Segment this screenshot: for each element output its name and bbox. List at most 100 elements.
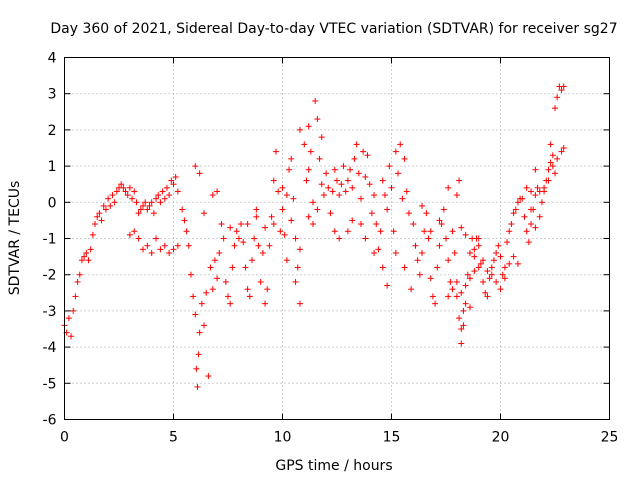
data-point: [288, 217, 295, 224]
data-point: [419, 202, 426, 209]
data-point: [419, 249, 426, 256]
data-point: [251, 235, 258, 242]
data-point: [395, 170, 402, 177]
data-point: [242, 264, 249, 271]
y-tick-label: -4: [43, 340, 57, 356]
data-point: [203, 289, 210, 296]
data-point: [477, 260, 484, 267]
y-axis-label: SDTVAR / TECUs: [7, 181, 23, 296]
y-tick-label: 0: [48, 195, 57, 211]
data-point: [314, 116, 321, 123]
data-point: [240, 239, 247, 246]
data-point: [449, 228, 456, 235]
data-point: [65, 315, 72, 322]
data-point: [405, 210, 412, 217]
data-point: [336, 192, 343, 199]
data-point: [552, 105, 558, 112]
data-point: [78, 257, 85, 264]
data-point: [541, 184, 548, 191]
y-tick-label: 4: [48, 51, 57, 67]
data-point: [453, 293, 460, 300]
data-point: [377, 228, 384, 235]
data-point: [192, 163, 199, 170]
data-point: [296, 300, 303, 307]
data-point: [325, 184, 332, 191]
data-point: [161, 195, 168, 202]
data-point: [277, 228, 284, 235]
data-point: [312, 97, 319, 104]
y-tick-label: -1: [43, 232, 57, 248]
data-point: [480, 278, 487, 285]
data-point: [523, 184, 530, 191]
data-point: [179, 206, 186, 213]
data-point: [124, 192, 131, 199]
data-point: [471, 268, 478, 275]
data-point: [142, 199, 149, 206]
data-point: [74, 278, 81, 285]
data-point: [549, 163, 556, 170]
data-point: [131, 188, 138, 195]
data-point: [362, 173, 369, 180]
data-point: [547, 159, 554, 166]
data-point: [109, 192, 116, 199]
data-point: [379, 264, 386, 271]
data-point: [523, 228, 530, 235]
data-point: [214, 188, 221, 195]
data-point: [504, 239, 511, 246]
data-point: [532, 166, 539, 173]
data-point: [373, 221, 380, 228]
data-point: [166, 192, 173, 199]
data-point: [488, 271, 495, 278]
data-point: [68, 333, 75, 340]
data-point: [227, 224, 234, 231]
data-point: [560, 145, 567, 151]
data-point: [499, 271, 506, 278]
data-point: [538, 199, 545, 206]
data-point: [466, 249, 473, 256]
data-point: [480, 257, 487, 264]
data-point: [316, 155, 323, 162]
data-point: [318, 134, 325, 141]
data-point: [410, 221, 417, 228]
data-point: [510, 210, 517, 217]
data-point: [525, 239, 532, 246]
data-point: [153, 235, 160, 242]
data-point: [144, 242, 151, 249]
data-point: [207, 264, 214, 271]
data-point: [349, 217, 356, 224]
data-point: [279, 184, 286, 191]
data-point: [139, 246, 146, 253]
data-point: [148, 199, 155, 206]
data-point: [131, 228, 138, 235]
data-point: [408, 286, 415, 293]
data-point: [216, 249, 223, 256]
data-point: [286, 166, 293, 173]
data-point: [310, 221, 317, 228]
data-point: [83, 249, 90, 256]
data-point: [403, 188, 410, 195]
y-tick-label: -5: [43, 376, 57, 392]
data-point: [118, 181, 125, 188]
data-point: [460, 307, 467, 314]
data-point: [501, 275, 508, 282]
data-point: [327, 210, 334, 217]
data-point: [368, 210, 375, 217]
data-point: [183, 228, 190, 235]
data-point: [227, 300, 234, 307]
y-tick-label: -2: [43, 268, 57, 284]
data-point: [137, 206, 144, 213]
data-point: [209, 286, 216, 293]
data-point: [386, 163, 393, 170]
data-point: [521, 213, 528, 220]
data-point: [558, 87, 565, 94]
x-tick-label: 0: [60, 430, 69, 446]
data-point: [196, 170, 203, 177]
data-point: [283, 257, 290, 264]
data-point: [92, 221, 99, 228]
data-point: [70, 307, 77, 314]
data-point: [303, 177, 310, 184]
y-tick-label: 1: [48, 159, 57, 175]
data-point: [453, 278, 460, 285]
data-point: [401, 264, 408, 271]
data-point: [262, 224, 269, 231]
